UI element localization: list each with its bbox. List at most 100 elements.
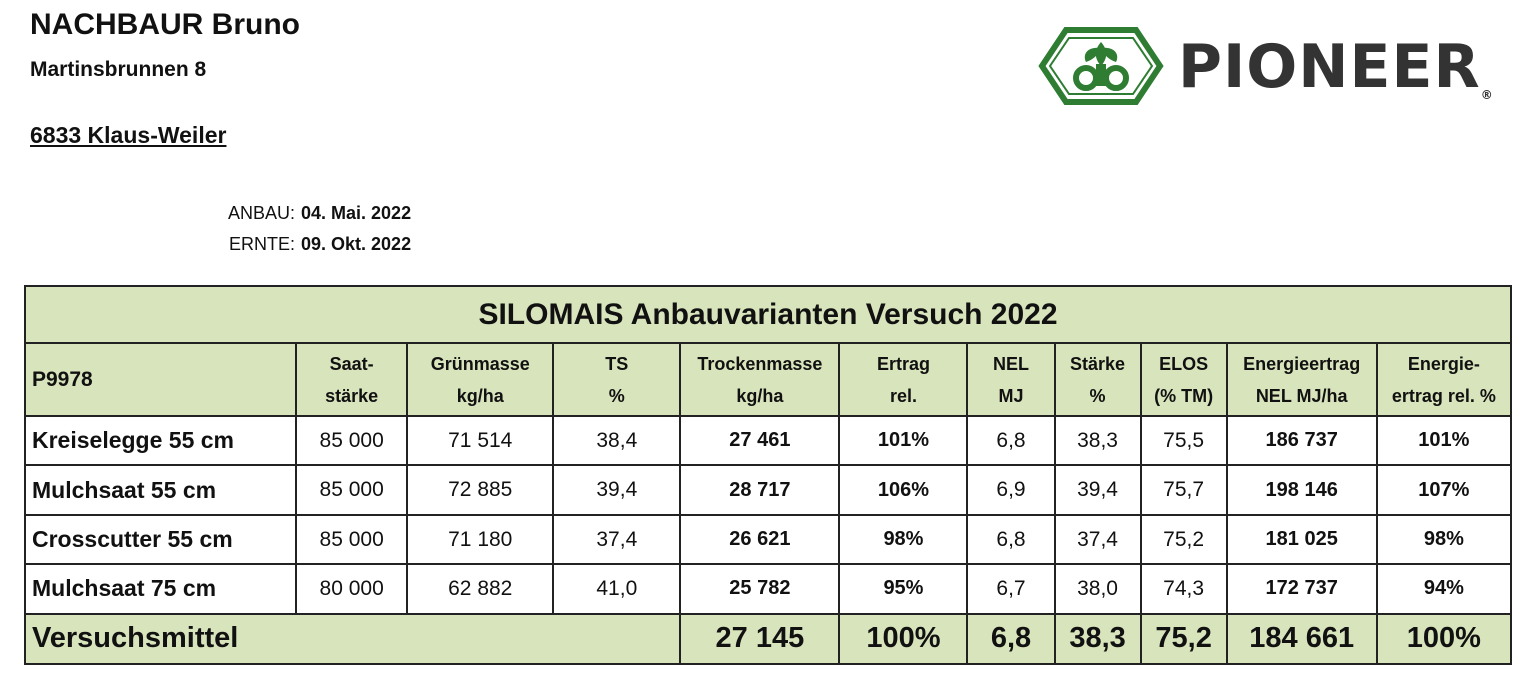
anbau-value: 04. Mai. 2022 [301,203,412,223]
table-cell: 25 782 [679,563,841,615]
table-cell: 106% [838,464,969,516]
table-cell: 39,4 [1053,464,1142,516]
column-header-line: ertrag rel. % [1391,385,1496,406]
pioneer-logo: PIONEER® [1036,26,1493,106]
table-cell: 38,3 [1053,415,1142,467]
table-cell: 94% [1375,563,1513,615]
table-cell: 71 180 [406,513,555,566]
table-cell: 28 717 [679,464,841,516]
table-cell: 6,8 [966,513,1056,566]
column-header-line: Energieertrag [1243,353,1361,374]
table-row: Kreiselegge 55 cm 85 000 71 514 38,4 27 461 1… [23,415,1513,467]
table-cell: 98% [838,513,969,566]
table-cell: 107% [1375,464,1513,516]
column-header-line: Stärke [1070,353,1126,374]
row-label: Kreiselegge 55 cm [23,415,298,467]
table-cell: 172 737 [1225,563,1378,615]
table-cell: 71 514 [406,415,555,467]
row-label: Mulchsaat 55 cm [23,464,298,516]
table-cell: 75,5 [1139,415,1228,467]
column-header-line: (% TM) [1154,385,1214,406]
table-cell: 74,3 [1139,563,1228,615]
column-header-line: stärke [325,385,379,406]
column-header-line: rel. [889,385,917,406]
table-cell: 181 025 [1225,513,1378,566]
column-header-line: kg/ha [736,385,784,406]
anbau-label: ANBAU: [227,203,295,223]
table-cell: 80 000 [295,563,409,615]
table-cell: 198 146 [1225,464,1378,516]
variety-header: P9978 [23,342,298,418]
column-header: TS% [552,342,682,418]
column-header-line: TS [605,353,629,374]
column-header: Saat-stärke [295,342,409,418]
column-header: Grünmasse kg/ha [406,342,555,418]
table-cell: 75,7 [1139,464,1228,516]
ernte-date-line: ERNTE: 09. Okt. 2022 [217,234,411,255]
table-title: SILOMAIS Anbauvarianten Versuch 2022 [24,284,1512,345]
table-cell: 101% [1375,415,1513,467]
table-cell: 6,9 [966,464,1056,516]
ernte-value: 09. Okt. 2022 [301,234,412,254]
column-header-line: Ertrag [876,353,930,374]
table-cell: 101% [838,415,969,467]
table-cell: 27 461 [679,415,841,467]
table-cell: 38,0 [1053,563,1142,615]
column-header-line: Energie- [1407,353,1480,374]
row-label: Crosscutter 55 cm [23,513,298,566]
pioneer-emblem-icon [1038,27,1164,105]
table-cell: 6,7 [966,563,1056,615]
column-header: Energieertrag NEL MJ/ha [1225,342,1378,418]
table-cell: 72 885 [406,464,555,516]
column-header: Trockenmasse kg/ha [679,342,841,418]
table-cell: 26 621 [679,513,841,566]
column-header-line: Grünmasse [430,353,530,374]
table-cell: 62 882 [406,563,555,615]
table-cell: 37,4 [1053,513,1142,566]
footer-value: 27 145 [679,612,841,666]
column-header-line: NEL MJ/ha [1255,385,1348,406]
anbau-date-line: ANBAU: 04. Mai. 2022 [217,203,411,224]
footer-value: 75,2 [1139,612,1228,666]
footer-label: Versuchsmittel [23,612,682,666]
pioneer-wordmark: PIONEER® [1178,32,1494,102]
column-header: Stärke% [1053,342,1142,418]
ernte-label: ERNTE: [228,234,295,254]
row-label: Mulchsaat 75 cm [23,563,298,615]
results-table: SILOMAIS Anbauvarianten Versuch 2022 P99… [23,284,1513,666]
table-cell: 95% [838,563,969,615]
footer-value: 100% [838,612,969,666]
column-header-line: MJ [998,385,1024,406]
table-cell: 85 000 [295,415,409,467]
farmer-name: NACHBAUR Bruno [30,8,300,41]
table-cell: 6,8 [966,415,1056,467]
column-header-line: % [608,385,625,406]
column-header-line: Saat- [329,353,374,374]
footer-value: 100% [1375,612,1513,666]
table-cell: 75,2 [1139,513,1228,566]
column-header-line: NEL [993,353,1029,374]
column-header-line: % [1089,385,1106,406]
table-row: Mulchsaat 75 cm 80 000 62 882 41,0 25 782 95%… [23,563,1513,615]
table-cell: 98% [1375,513,1513,566]
column-header: NEL MJ [966,342,1056,418]
footer-value: 38,3 [1053,612,1142,666]
table-row: Mulchsaat 55 cm 85 000 72 885 39,4 28 717 106… [23,464,1513,516]
table-cell: 85 000 [295,464,409,516]
table-row: Crosscutter 55 cm 85 000 71 180 37,4 26 621 9… [23,513,1513,566]
table-cell: 39,4 [552,464,682,516]
city-address: 6833 Klaus-Weiler [30,122,227,148]
table-cell: 85 000 [295,513,409,566]
table-cell: 41,0 [552,563,682,615]
column-header-line: ELOS [1159,353,1209,374]
table-cell: 186 737 [1225,415,1378,467]
street-address: Martinsbrunnen 8 [30,58,207,81]
table-cell: 38,4 [552,415,682,467]
table-cell: 37,4 [552,513,682,566]
column-header: ELOS (% TM) [1139,342,1228,418]
footer-value: 184 661 [1225,612,1378,666]
column-header-line: Trockenmasse [697,353,823,374]
column-header: Ertrag rel. [838,342,969,418]
column-header-line: kg/ha [456,385,504,406]
footer-value: 6,8 [966,612,1056,666]
